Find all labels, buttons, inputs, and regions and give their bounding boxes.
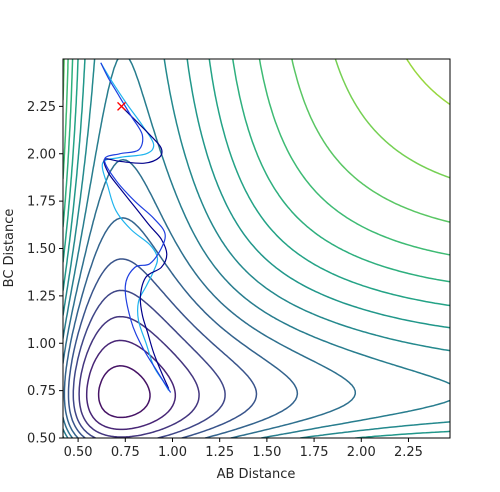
trajectory-1 [103, 105, 170, 389]
contour-level-2 [85, 339, 177, 431]
y-tick-label: 2.25 [27, 100, 56, 115]
y-tick-label: 1.00 [27, 337, 56, 352]
contour-level-3 [78, 315, 200, 438]
contour-level-12 [63, 59, 450, 283]
y-axis-ticks: 0.50 0.75 1.00 1.25 1.50 1.75 2.00 2.25 [27, 100, 63, 447]
x-tick-label: 0.50 [64, 445, 93, 460]
contour-level-11 [63, 59, 450, 307]
contour-level-7 [63, 158, 357, 438]
contour-level-14 [63, 59, 450, 223]
contour-level-8 [63, 59, 450, 438]
y-tick-label: 1.50 [27, 242, 56, 257]
x-axis-ticks: 0.50 0.75 1.00 1.25 1.50 1.75 2.00 2.25 [64, 438, 423, 460]
x-tick-label: 1.50 [252, 445, 281, 460]
y-tick-label: 0.50 [27, 432, 56, 447]
y-tick-label: 2.00 [27, 147, 56, 162]
trajectory-lines [100, 62, 172, 393]
start-marker-x [117, 101, 126, 111]
contour-level-1 [97, 365, 151, 419]
start-marker [117, 101, 126, 111]
x-tick-label: 0.75 [111, 445, 140, 460]
x-axis-label: AB Distance [217, 467, 296, 482]
y-axis-label: BC Distance [2, 209, 17, 288]
trajectory-2 [100, 62, 172, 393]
y-tick-label: 1.25 [27, 289, 56, 304]
x-tick-label: 2.00 [347, 445, 376, 460]
x-tick-label: 1.25 [205, 445, 234, 460]
x-tick-label: 1.75 [300, 445, 329, 460]
contour-level-4 [72, 289, 226, 438]
y-tick-label: 1.75 [27, 195, 56, 210]
x-tick-label: 1.00 [158, 445, 187, 460]
contour-lines [63, 59, 450, 438]
contour-level-16 [405, 59, 450, 106]
contour-level-6 [63, 217, 299, 438]
plot-background [63, 59, 450, 438]
y-tick-label: 0.75 [27, 384, 56, 399]
contour-level-15 [334, 59, 450, 179]
x-tick-label: 2.25 [394, 445, 423, 460]
